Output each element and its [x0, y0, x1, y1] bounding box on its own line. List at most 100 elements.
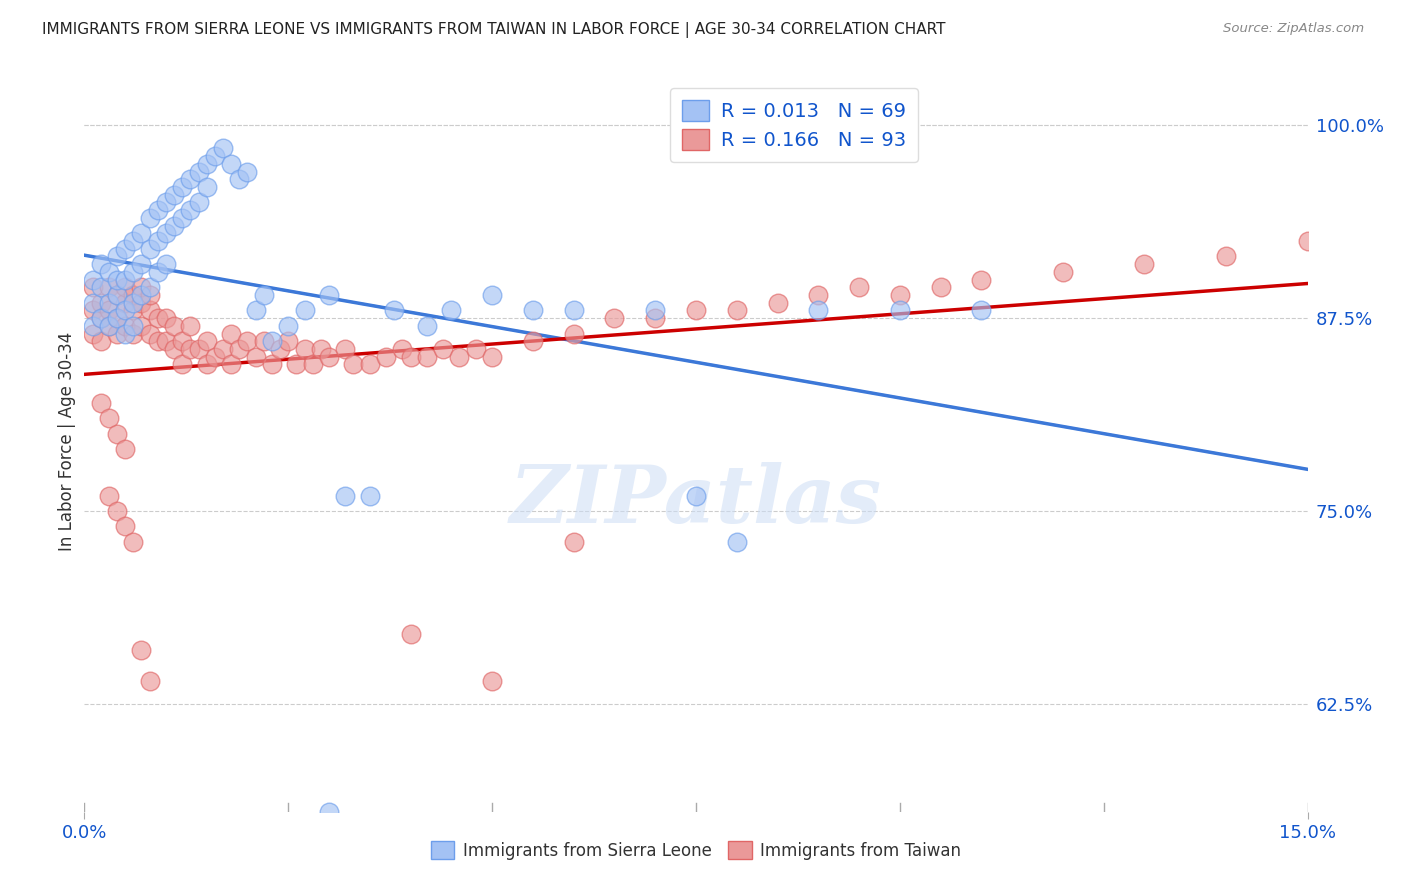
- Point: [131, 280, 153, 294]
- Point: [359, 358, 381, 372]
- Point: [122, 288, 145, 302]
- Point: [399, 627, 422, 641]
- Point: [440, 303, 463, 318]
- Point: [228, 342, 250, 356]
- Point: [131, 257, 153, 271]
- Point: [138, 280, 160, 294]
- Point: [219, 326, 242, 341]
- Point: [90, 311, 112, 326]
- Point: [105, 288, 128, 302]
- Point: [114, 303, 136, 318]
- Point: [114, 519, 136, 533]
- Point: [391, 342, 413, 356]
- Point: [685, 489, 707, 503]
- Point: [382, 303, 405, 318]
- Point: [277, 334, 299, 349]
- Point: [114, 318, 136, 333]
- Point: [245, 350, 267, 364]
- Point: [309, 342, 332, 356]
- Point: [122, 326, 145, 341]
- Point: [90, 311, 112, 326]
- Point: [122, 295, 145, 310]
- Point: [236, 334, 259, 349]
- Point: [114, 442, 136, 457]
- Point: [146, 234, 169, 248]
- Point: [97, 318, 120, 333]
- Point: [219, 358, 242, 372]
- Point: [163, 219, 186, 233]
- Point: [179, 318, 201, 333]
- Point: [131, 642, 153, 657]
- Point: [187, 164, 209, 178]
- Point: [90, 295, 112, 310]
- Point: [97, 303, 120, 318]
- Point: [253, 334, 276, 349]
- Point: [1215, 249, 1237, 264]
- Point: [155, 311, 177, 326]
- Point: [82, 272, 104, 286]
- Point: [432, 342, 454, 356]
- Point: [82, 318, 104, 333]
- Point: [114, 326, 136, 341]
- Point: [481, 350, 503, 364]
- Point: [163, 318, 186, 333]
- Point: [105, 311, 128, 326]
- Point: [172, 180, 194, 194]
- Text: Source: ZipAtlas.com: Source: ZipAtlas.com: [1223, 22, 1364, 36]
- Point: [122, 303, 145, 318]
- Point: [97, 411, 120, 425]
- Point: [146, 265, 169, 279]
- Point: [138, 673, 160, 688]
- Point: [155, 227, 177, 241]
- Point: [90, 396, 112, 410]
- Point: [146, 203, 169, 218]
- Point: [122, 318, 145, 333]
- Point: [172, 358, 194, 372]
- Point: [90, 334, 112, 349]
- Point: [204, 350, 226, 364]
- Point: [97, 318, 120, 333]
- Point: [114, 242, 136, 256]
- Point: [929, 280, 952, 294]
- Point: [889, 288, 911, 302]
- Point: [449, 350, 471, 364]
- Point: [179, 342, 201, 356]
- Point: [105, 504, 128, 518]
- Point: [416, 318, 439, 333]
- Point: [90, 257, 112, 271]
- Point: [179, 172, 201, 186]
- Point: [179, 203, 201, 218]
- Point: [301, 358, 323, 372]
- Point: [212, 141, 235, 155]
- Point: [685, 303, 707, 318]
- Point: [195, 358, 218, 372]
- Point: [725, 534, 748, 549]
- Point: [399, 350, 422, 364]
- Point: [269, 342, 291, 356]
- Point: [131, 318, 153, 333]
- Point: [848, 280, 870, 294]
- Point: [1052, 265, 1074, 279]
- Point: [138, 303, 160, 318]
- Point: [318, 288, 340, 302]
- Point: [138, 288, 160, 302]
- Point: [766, 295, 789, 310]
- Point: [228, 172, 250, 186]
- Point: [807, 303, 830, 318]
- Point: [105, 426, 128, 441]
- Point: [195, 180, 218, 194]
- Point: [114, 295, 136, 310]
- Point: [105, 272, 128, 286]
- Point: [245, 303, 267, 318]
- Point: [90, 280, 112, 294]
- Point: [562, 303, 585, 318]
- Point: [97, 489, 120, 503]
- Point: [522, 334, 544, 349]
- Point: [97, 265, 120, 279]
- Point: [335, 342, 357, 356]
- Point: [138, 211, 160, 225]
- Point: [285, 358, 308, 372]
- Point: [105, 311, 128, 326]
- Point: [146, 334, 169, 349]
- Point: [114, 280, 136, 294]
